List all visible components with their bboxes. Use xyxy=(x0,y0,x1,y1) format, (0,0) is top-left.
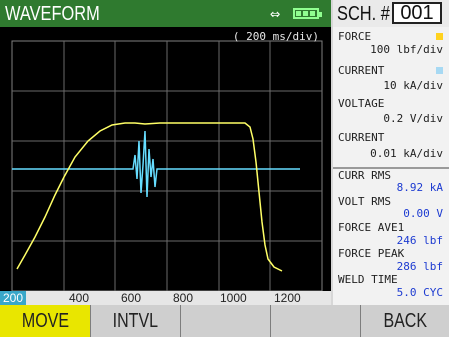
curr-rms-value: 8.92 kA xyxy=(396,181,443,194)
timebase-label: ( 200 ms/div) xyxy=(232,30,319,43)
ch4-scale: 0.01 kA/div xyxy=(370,147,443,160)
force-color-swatch xyxy=(436,33,443,40)
move-softkey[interactable]: MOVE xyxy=(0,305,90,337)
ch3-scale: 0.2 V/div xyxy=(383,112,443,125)
x-tick-label: 800 xyxy=(173,291,194,305)
force-peak-value: 286 lbf xyxy=(396,260,443,273)
back-softkey[interactable]: BACK xyxy=(360,305,449,337)
softkey-3[interactable] xyxy=(180,305,270,337)
softkey-bar: MOVE INTVL BACK xyxy=(0,305,449,337)
panel-divider xyxy=(333,167,449,169)
ch3-label: VOLTAGE xyxy=(338,97,385,110)
screen-title: WAVEFORM xyxy=(5,3,100,25)
header-bar: WAVEFORM ⇔ xyxy=(0,0,331,27)
ch2-scale: 10 kA/div xyxy=(383,79,443,92)
ch2-label: CURRENT xyxy=(338,64,385,77)
force-ave-value: 246 lbf xyxy=(396,234,443,247)
intvl-softkey[interactable]: INTVL xyxy=(90,305,180,337)
transfer-icon: ⇔ xyxy=(270,4,281,24)
current-trace xyxy=(12,130,300,198)
x-axis-strip: 200 400 600 800 1000 1200 xyxy=(0,291,331,305)
schedule-label: SCH. # xyxy=(337,3,390,25)
softkey-4[interactable] xyxy=(270,305,360,337)
x-tick-label: 400 xyxy=(69,291,90,305)
force-ave-label: FORCE AVE1 xyxy=(338,221,405,234)
x-tick-label: 600 xyxy=(121,291,142,305)
plot-grid xyxy=(12,41,322,291)
battery-icon xyxy=(293,8,322,19)
ch4-label: CURRENT xyxy=(338,131,385,144)
volt-rms-value: 0.00 V xyxy=(403,207,443,220)
volt-rms-label: VOLT RMS xyxy=(338,195,391,208)
force-peak-label: FORCE PEAK xyxy=(338,247,405,260)
force-trace xyxy=(16,122,283,272)
x-tick-label: 1000 xyxy=(220,291,247,305)
x-tick-label: 200 xyxy=(0,291,27,305)
schedule-number-field[interactable]: 001 xyxy=(392,2,442,24)
current-color-swatch xyxy=(436,67,443,74)
x-tick-label: 1200 xyxy=(274,291,301,305)
ch1-scale: 100 lbf/div xyxy=(370,43,443,56)
waveform-plot: ( 200 ms/div) xyxy=(0,27,331,303)
channel-panel: FORCE 100 lbf/div CURRENT 10 kA/div VOLT… xyxy=(333,27,449,305)
ch1-label: FORCE xyxy=(338,30,372,43)
weld-time-value: 5.0 CYC xyxy=(396,286,443,299)
weld-time-label: WELD TIME xyxy=(338,273,398,286)
waveform-svg xyxy=(11,40,323,291)
curr-rms-label: CURR RMS xyxy=(338,169,391,182)
